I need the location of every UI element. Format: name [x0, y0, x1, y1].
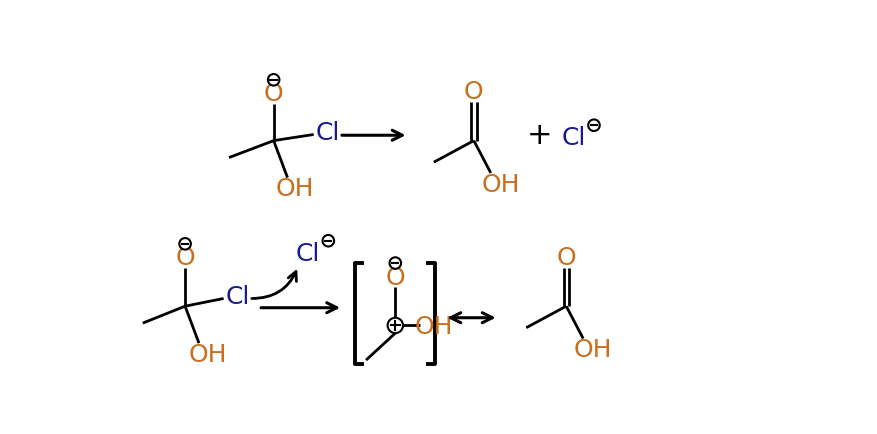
Text: Cl: Cl	[561, 126, 586, 150]
Text: Cl: Cl	[225, 285, 249, 309]
Text: OH: OH	[414, 315, 453, 339]
Circle shape	[387, 318, 403, 333]
Text: O: O	[175, 247, 195, 270]
Text: Cl: Cl	[296, 242, 320, 266]
Circle shape	[389, 257, 401, 269]
Circle shape	[588, 119, 599, 131]
Text: O: O	[263, 82, 283, 106]
Text: O: O	[385, 266, 404, 289]
Circle shape	[179, 238, 190, 250]
Text: OH: OH	[481, 173, 519, 197]
Circle shape	[267, 74, 279, 85]
Text: +: +	[526, 121, 552, 150]
Text: O: O	[556, 246, 575, 270]
Text: OH: OH	[275, 177, 314, 201]
Text: OH: OH	[574, 338, 612, 362]
Text: OH: OH	[189, 343, 227, 367]
Circle shape	[322, 235, 334, 247]
FancyArrowPatch shape	[252, 272, 296, 299]
Text: O: O	[464, 80, 483, 104]
Text: Cl: Cl	[315, 121, 339, 145]
